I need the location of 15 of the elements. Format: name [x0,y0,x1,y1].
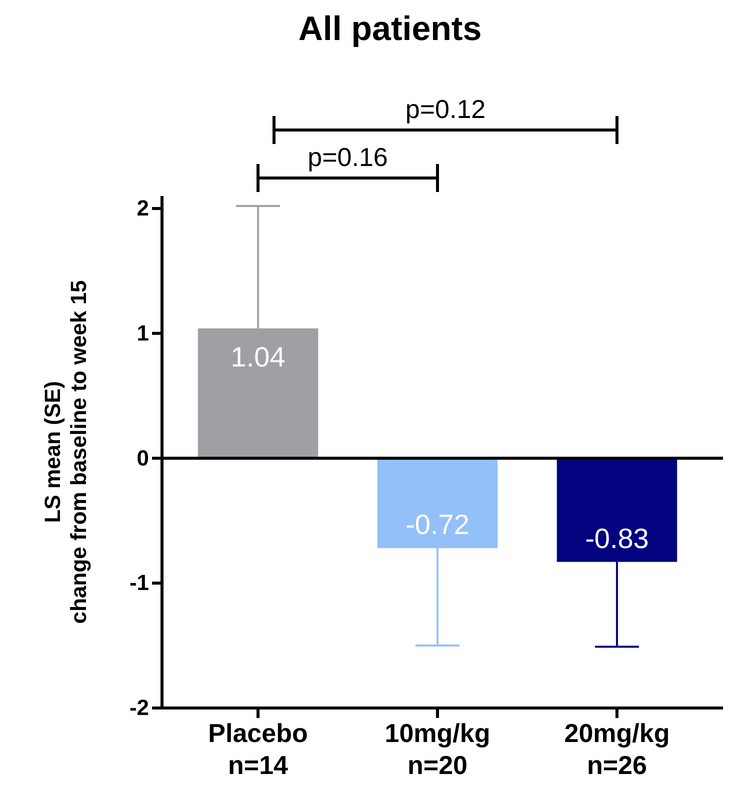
data-label: -0.72 [406,509,470,540]
y-tick-label: -1 [129,570,149,596]
data-label: 1.04 [230,341,286,372]
y-tick-label: 1 [136,320,149,346]
y-axis-title: LS mean (SE) change from baseline to week 15 [40,280,91,624]
y-tick-label: 2 [136,196,149,221]
x-tick-label: 10mg/kg n=20 [384,718,490,780]
text: p=0.12 [405,94,486,124]
x-tick-label: 20mg/kg n=26 [564,718,670,780]
y-tick-label: -2 [129,695,149,720]
y-tick-label: 0 [136,445,149,470]
text: p=0.16 [308,142,388,172]
x-tick-label: Placebo n=14 [208,718,308,780]
chart-title: All patients [298,10,482,48]
data-label: -0.83 [585,522,649,554]
